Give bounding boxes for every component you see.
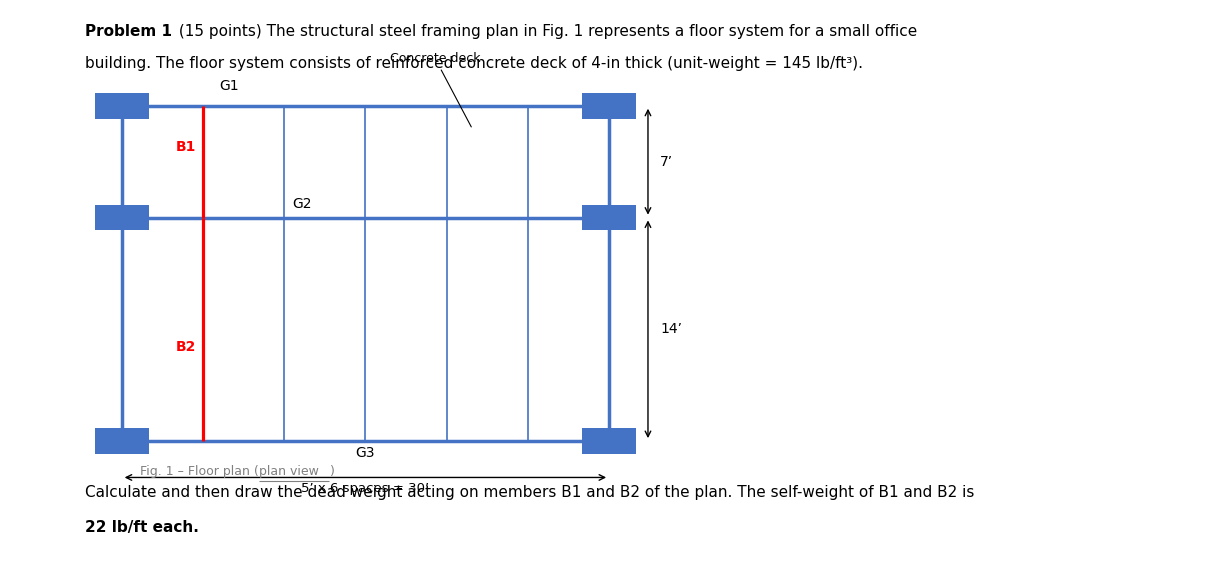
Text: ): ) [330,465,335,477]
Text: 22 lb/ft each.: 22 lb/ft each. [85,520,199,536]
Bar [582,428,636,454]
Bar [95,428,149,454]
Bar [582,93,636,119]
Text: Problem 1: Problem 1 [85,24,172,39]
Bar [95,205,149,230]
Text: 14’: 14’ [660,322,682,336]
Text: building. The floor system consists of reinforced concrete deck of 4-in thick (u: building. The floor system consists of r… [85,56,864,71]
Text: (15 points) The structural steel framing plan in Fig. 1 represents a floor syste: (15 points) The structural steel framing… [174,24,917,39]
Text: G3: G3 [356,446,375,460]
Text: B2: B2 [175,340,196,354]
Text: 5’ x 6 spaces = 30’: 5’ x 6 spaces = 30’ [301,482,430,495]
Bar [95,93,149,119]
Text: G2: G2 [292,196,312,211]
Text: plan view: plan view [259,465,319,477]
Text: G1: G1 [219,79,239,93]
Text: Concrete deck: Concrete deck [390,52,480,127]
Text: Fig. 1 – Floor plan (: Fig. 1 – Floor plan ( [140,465,258,477]
Bar [582,205,636,230]
Text: 7’: 7’ [660,155,674,169]
Text: B1: B1 [175,140,196,154]
Text: Calculate and then draw the dead weight acting on members B1 and B2 of the plan.: Calculate and then draw the dead weight … [85,485,974,500]
